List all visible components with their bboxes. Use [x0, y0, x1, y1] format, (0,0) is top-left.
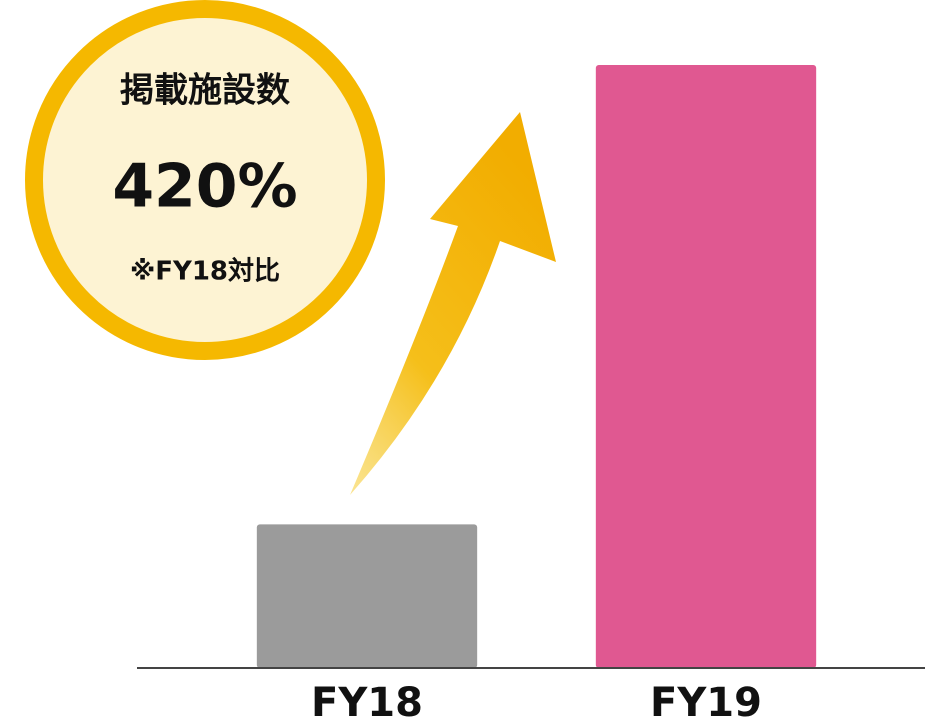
badge-value: 420% — [112, 152, 297, 222]
badge-circle — [25, 0, 385, 360]
x-tick-label: FY18 — [311, 680, 423, 726]
badge-title: 掲載施設数 — [120, 71, 290, 111]
badge-note: ※FY18対比 — [130, 257, 280, 287]
bar — [256, 524, 478, 668]
x-tick-label: FY19 — [650, 680, 762, 726]
bar — [595, 65, 817, 668]
growth-arrow — [350, 112, 556, 495]
